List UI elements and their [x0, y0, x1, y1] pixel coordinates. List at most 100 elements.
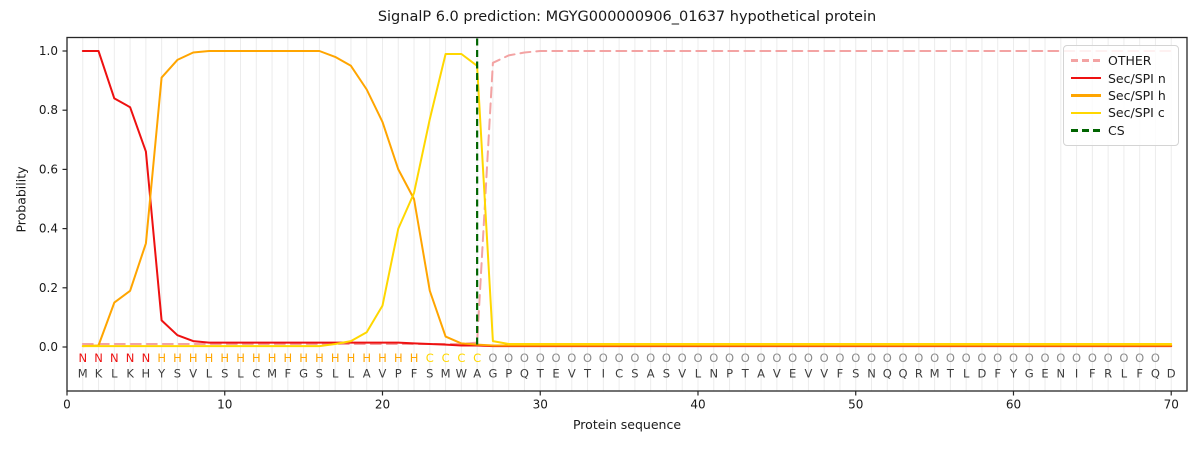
region-annotation-letter: H	[205, 351, 214, 365]
residue-letter: S	[631, 367, 638, 381]
residue-letter: L	[695, 367, 702, 381]
residue-letter: T	[741, 367, 750, 381]
region-annotation-letter: O	[504, 351, 513, 365]
residue-letter: V	[678, 367, 686, 381]
region-annotation-letter: C	[426, 351, 434, 365]
region-annotation-letter: N	[126, 351, 135, 365]
legend-entry-other: OTHER	[1071, 52, 1170, 69]
region-annotation-letter: O	[741, 351, 750, 365]
residue-letter: I	[602, 367, 605, 381]
region-annotation-letter: H	[299, 351, 308, 365]
residue-letter: E	[789, 367, 796, 381]
region-annotation-letter: H	[236, 351, 245, 365]
region-annotation-letter: O	[662, 351, 671, 365]
region-annotation-letter: O	[646, 351, 655, 365]
chart-title: SignalP 6.0 prediction: MGYG000000906_01…	[377, 9, 877, 25]
residue-letter: F	[994, 367, 1001, 381]
residue-letter: P	[505, 367, 512, 381]
region-annotation-letter: O	[1151, 351, 1160, 365]
region-annotation-letter: O	[693, 351, 702, 365]
y-tick-label: 0.0	[39, 340, 58, 354]
region-annotation-letter: H	[284, 351, 293, 365]
residue-letter: F	[1136, 367, 1143, 381]
region-annotation-letter: O	[520, 351, 529, 365]
residue-letter: V	[568, 367, 576, 381]
y-tick-label: 0.2	[39, 281, 58, 295]
legend-label: Sec/SPI c	[1108, 105, 1165, 121]
residue-letter: T	[536, 367, 545, 381]
region-annotation-letter: H	[157, 351, 166, 365]
region-annotation-letter: H	[173, 351, 182, 365]
residue-letter: A	[647, 367, 655, 381]
residue-letter: A	[473, 367, 481, 381]
residue-letter: S	[316, 367, 323, 381]
residue-letter: V	[773, 367, 781, 381]
region-annotation-letter: H	[362, 351, 371, 365]
residue-letter: L	[237, 367, 244, 381]
residue-letter: L	[332, 367, 339, 381]
region-annotation-letter: O	[599, 351, 608, 365]
region-annotation-letter: O	[567, 351, 576, 365]
x-tick-label: 20	[375, 398, 390, 412]
residue-letter: M	[267, 367, 277, 381]
residue-letter: G	[488, 367, 497, 381]
residue-letter: L	[1121, 367, 1128, 381]
region-annotation-letter: H	[410, 351, 419, 365]
residue-letter: M	[930, 367, 940, 381]
residue-letter: H	[142, 367, 151, 381]
legend-entry-cs: CS	[1071, 122, 1170, 139]
residue-letter: F	[285, 367, 292, 381]
legend-label: OTHER	[1108, 53, 1152, 69]
region-annotation-letter: O	[1056, 351, 1065, 365]
y-tick-label: 0.4	[39, 222, 58, 236]
residue-letter: V	[379, 367, 387, 381]
residue-letter: T	[946, 367, 955, 381]
x-tick-label: 50	[848, 398, 863, 412]
region-annotation-letter: N	[78, 351, 87, 365]
sec-spi-c-line-sample	[1071, 111, 1101, 115]
series-sec-spi-n	[81, 50, 1173, 348]
region-annotation-letter: O	[725, 351, 734, 365]
region-annotation-letter: O	[899, 351, 908, 365]
x-tick-label: 60	[1006, 398, 1021, 412]
residue-letter: M	[441, 367, 451, 381]
region-annotation-letter: O	[883, 351, 892, 365]
legend-label: Sec/SPI n	[1108, 70, 1166, 86]
residue-letter: L	[963, 367, 970, 381]
residue-letter: A	[757, 367, 765, 381]
region-annotation-letter: H	[331, 351, 340, 365]
region-annotation-letter: H	[347, 351, 356, 365]
region-annotation-letter: N	[142, 351, 151, 365]
region-annotation-letter: N	[94, 351, 103, 365]
residue-letter: A	[363, 367, 371, 381]
region-annotation-letter: O	[583, 351, 592, 365]
region-annotation-letter: O	[788, 351, 797, 365]
residue-letter: G	[1025, 367, 1034, 381]
residue-letter: Q	[899, 367, 908, 381]
residue-letter: C	[615, 367, 623, 381]
residue-letter: S	[221, 367, 228, 381]
region-annotation-letter: O	[615, 351, 624, 365]
residue-letter: P	[726, 367, 733, 381]
region-annotation-letter: O	[757, 351, 766, 365]
residue-letter: L	[206, 367, 213, 381]
residue-letter: L	[111, 367, 118, 381]
series-sec-spi-c	[81, 53, 1173, 348]
region-annotation-letter: O	[709, 351, 718, 365]
residue-letter: K	[126, 367, 134, 381]
other-line-sample	[1071, 59, 1101, 62]
residue-letter: E	[552, 367, 559, 381]
region-annotation-letter: O	[1088, 351, 1097, 365]
sec-spi-n-line-sample	[1071, 76, 1101, 80]
residue-letter: P	[395, 367, 402, 381]
sec-spi-h-line-sample	[1071, 94, 1101, 97]
y-tick-label: 1.0	[39, 44, 58, 58]
x-tick-label: 10	[217, 398, 232, 412]
y-axis-label: Probability	[13, 166, 29, 233]
residue-letter: R	[1104, 367, 1112, 381]
residue-letter: S	[174, 367, 181, 381]
x-tick-label: 0	[63, 398, 71, 412]
residue-letter: T	[583, 367, 592, 381]
legend-entry-sec-spi-h: Sec/SPI h	[1071, 87, 1170, 104]
y-tick-label: 0.6	[39, 162, 58, 176]
